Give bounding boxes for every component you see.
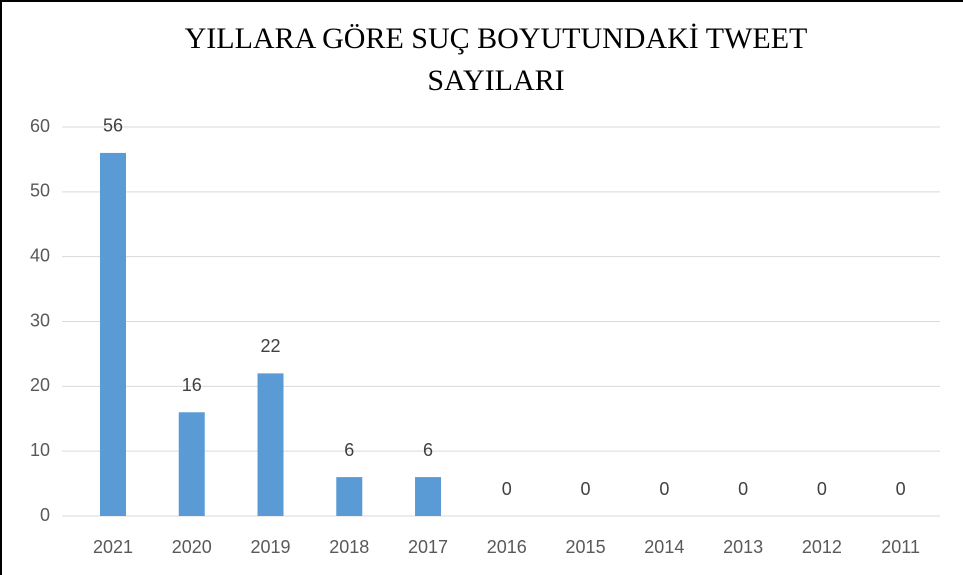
y-tick-label: 40 [30, 245, 50, 265]
data-label: 0 [502, 479, 512, 499]
bar [257, 373, 284, 516]
y-tick-label: 50 [30, 181, 50, 201]
data-label: 56 [103, 116, 123, 136]
data-label: 0 [581, 479, 591, 499]
bar [336, 477, 363, 516]
y-tick-label: 0 [40, 505, 50, 525]
data-label: 0 [817, 479, 827, 499]
y-tick-label: 10 [30, 440, 50, 460]
x-tick-label: 2019 [250, 537, 290, 557]
y-tick-label: 30 [30, 310, 50, 330]
x-tick-label: 2011 [881, 537, 920, 557]
data-label: 0 [659, 479, 669, 499]
x-tick-label: 2016 [487, 537, 527, 557]
bar [178, 412, 205, 516]
x-tick-label: 2013 [723, 537, 763, 557]
x-tick-label: 2020 [172, 537, 212, 557]
x-tick-label: 2021 [93, 537, 133, 557]
bar [99, 152, 126, 516]
data-label: 6 [344, 440, 354, 460]
chart-title: YILLARA GÖRE SUÇ BOYUTUNDAKİ TWEET SAYIL… [184, 22, 808, 97]
x-tick-label: 2014 [644, 537, 684, 557]
y-tick-label: 20 [30, 375, 50, 395]
x-tick-label: 2015 [566, 537, 606, 557]
data-label: 6 [423, 440, 433, 460]
x-tick-label: 2017 [408, 537, 448, 557]
x-tick-label: 2018 [329, 537, 369, 557]
data-label: 16 [182, 375, 202, 395]
x-tick-label: 2012 [802, 537, 842, 557]
data-label: 0 [738, 479, 748, 499]
data-label: 0 [896, 479, 906, 499]
data-label: 22 [260, 336, 280, 356]
y-tick-label: 60 [30, 116, 50, 136]
bar [415, 477, 442, 516]
